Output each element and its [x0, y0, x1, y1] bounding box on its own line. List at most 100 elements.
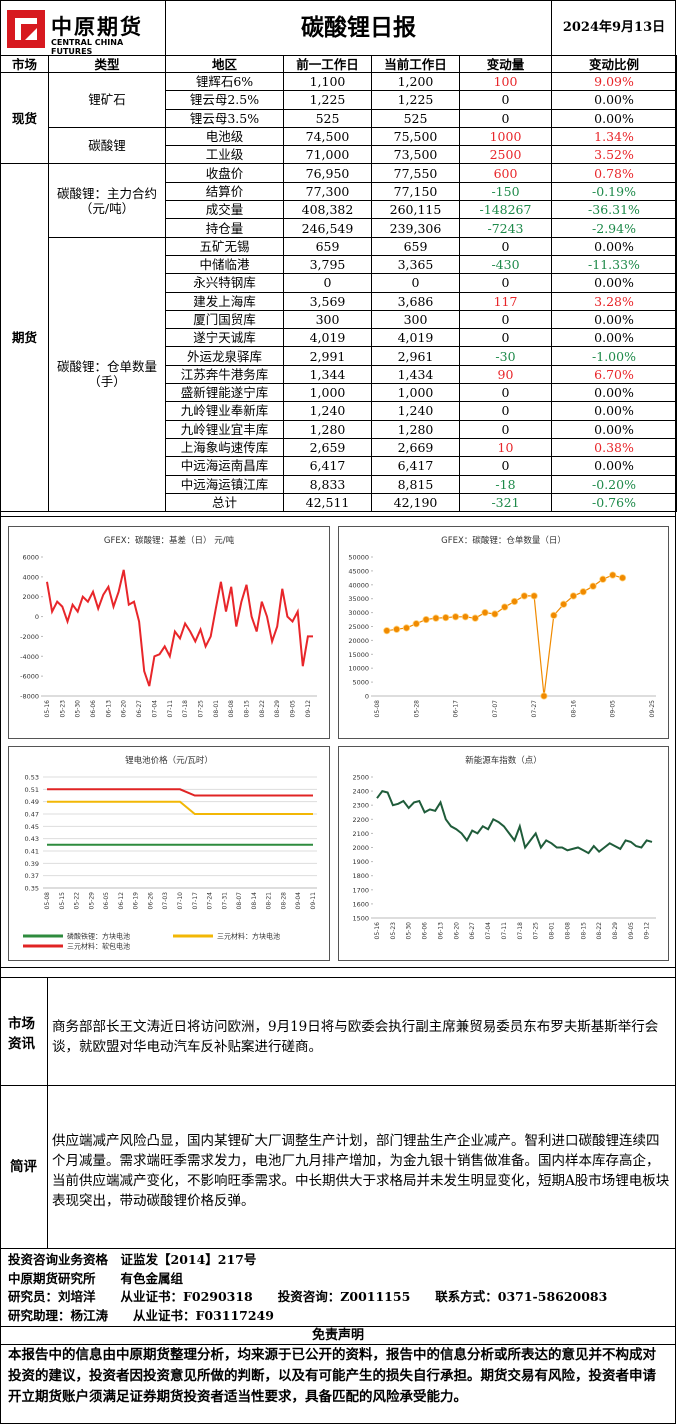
x-tick-label: 05-16: [374, 922, 381, 940]
x-tick-label: 07-25: [533, 922, 540, 940]
table-row: 中储临港 3,795 3,365 -430 -11.33%: [1, 254, 677, 275]
x-tick-label: 07-11: [501, 922, 508, 940]
value-cell: 9.09%: [551, 71, 677, 92]
y-tick-label: 20000: [348, 637, 369, 645]
footer-line: 中原期货研究所 有色金属组: [8, 1270, 184, 1286]
value-cell: 0: [283, 273, 372, 293]
chart-svg: 新能源车指数（点） 1500 1600 1700 1800 1900 2000 2100 220…: [352, 755, 656, 940]
value-cell: -2.94%: [551, 218, 677, 238]
x-tick-label: 07-07: [492, 700, 499, 718]
comment-text: 供应端减产风险凸显，国内某锂矿大厂调整生产计划，部门锂盐生产企业减产。智利进口碳…: [52, 1133, 670, 1209]
x-tick-label: 08-01: [213, 700, 220, 718]
value-cell: 0.00%: [551, 273, 677, 293]
y-tick-label: 2100: [352, 830, 369, 838]
region-cell: 持仓量: [165, 218, 284, 238]
value-cell: 1,240: [283, 401, 372, 421]
value-cell: 77,550: [371, 163, 460, 183]
value-cell: 8,833: [283, 474, 372, 494]
chart-title: 锂电池价格（元/瓦时）: [125, 755, 213, 766]
date: 2024年9月13日: [562, 20, 666, 35]
value-cell: 100: [459, 71, 552, 92]
x-tick-label: 09-25: [649, 700, 656, 718]
marker: [569, 592, 578, 600]
table-row: 总计 42,511 42,190 -321 -0.76%: [1, 492, 677, 513]
marker: [520, 592, 528, 600]
value-cell: 3,795: [283, 254, 372, 275]
y-tick-label: 0.53: [25, 774, 39, 782]
y-tick-label: 1700: [352, 886, 369, 894]
x-tick-label: 09-12: [644, 922, 651, 940]
x-tick-label: 08-22: [596, 922, 603, 940]
value-cell: -430: [459, 254, 552, 275]
x-tick-label: 05-23: [390, 922, 397, 940]
region-cell: 锂云母3.5%: [165, 108, 284, 128]
value-cell: 300: [371, 309, 460, 330]
market-cell: 现货: [0, 71, 49, 165]
x-tick-label: 06-13: [437, 922, 444, 940]
x-tick-label: 06-05: [103, 892, 110, 910]
x-tick-label: 09-05: [290, 700, 297, 718]
x-tick-label: 07-04: [151, 700, 158, 718]
value-cell: 10: [459, 437, 552, 458]
marker: [510, 597, 519, 606]
table-row: 外运龙泉驿库 2,991 2,961 -30 -1.00%: [1, 346, 677, 366]
value-cell: 6.70%: [551, 364, 677, 385]
marker: [540, 692, 548, 700]
type-cell: 碳酸锂：仓单数量（手）: [48, 236, 166, 513]
column-header: 变动量: [459, 55, 552, 73]
value-cell: 1,000: [283, 383, 372, 403]
value-cell: 1,280: [371, 419, 460, 439]
footer: 投资咨询业务资格 证监发【2014】217号 中原期货研究所 有色金属组 研究员：刘…: [8, 1251, 668, 1325]
x-tick-label: 07-25: [197, 700, 204, 718]
x-tick-label: 05-08: [374, 700, 381, 718]
marker: [471, 614, 479, 622]
chart-title: GFEX：碳酸锂：仓单数量（日）: [441, 535, 566, 546]
marker: [451, 613, 460, 621]
value-cell: 300: [283, 309, 372, 330]
region-cell: 锂云母2.5%: [165, 90, 284, 110]
value-cell: 3,686: [371, 291, 460, 311]
value-cell: 0.00%: [551, 456, 677, 476]
y-tick-label: 2000: [352, 844, 369, 852]
region-cell: 盛新锂能遂宁库: [165, 383, 284, 403]
news-label: 市场资讯: [0, 978, 48, 1085]
value-cell: 1,200: [371, 71, 460, 92]
x-tick-label: 05-23: [59, 700, 66, 718]
x-tick-label: 08-29: [612, 922, 619, 940]
value-cell: 1,225: [371, 90, 460, 110]
y-tick-label: 2500: [352, 774, 369, 782]
y-tick-label: 0.37: [25, 872, 39, 880]
news-text: 商务部部长王文涛近日将访问欧洲，9月19日将与欧委会执行副主席兼贸易委员东布罗夫…: [52, 1019, 659, 1055]
value-cell: -0.20%: [551, 474, 677, 494]
y-tick-label: -8000: [20, 693, 39, 701]
y-tick-label: 2200: [352, 816, 369, 824]
region-cell: 外运龙泉驿库: [165, 346, 284, 366]
x-tick-label: 09-05: [628, 922, 635, 940]
table-row: 持仓量 246,549 239,306 -7243 -2.94%: [1, 218, 677, 238]
x-tick-label: 06-26: [147, 892, 154, 910]
y-tick-label: 0: [35, 613, 39, 621]
x-tick-label: 07-18: [182, 700, 189, 718]
y-tick-label: 40000: [348, 581, 369, 589]
y-tick-label: 45000: [348, 567, 369, 575]
value-cell: 42,511: [283, 492, 372, 513]
marker: [609, 571, 617, 579]
legend-label: 三元材料：方块电池: [217, 932, 280, 941]
value-cell: 1,434: [371, 364, 460, 385]
y-tick-label: 10000: [348, 665, 369, 673]
marker: [481, 609, 489, 617]
y-tick-label: -6000: [20, 673, 39, 681]
logo-icon: [7, 10, 45, 48]
y-tick-label: 0.41: [25, 848, 39, 856]
value-cell: 3.28%: [551, 291, 677, 311]
chart-nev-index: 新能源车指数（点） 1500 1600 1700 1800 1900 2000 2100 220…: [338, 746, 669, 961]
marker: [589, 582, 597, 590]
region-cell: 九岭锂业宜丰库: [165, 419, 284, 439]
marker: [491, 610, 499, 618]
x-tick-label: 05-08: [44, 892, 51, 910]
value-cell: -321: [459, 492, 552, 513]
column-header: 前一工作日: [283, 55, 372, 73]
value-cell: 1,225: [283, 90, 372, 110]
y-tick-label: 2000: [22, 593, 39, 601]
marker: [530, 592, 538, 600]
